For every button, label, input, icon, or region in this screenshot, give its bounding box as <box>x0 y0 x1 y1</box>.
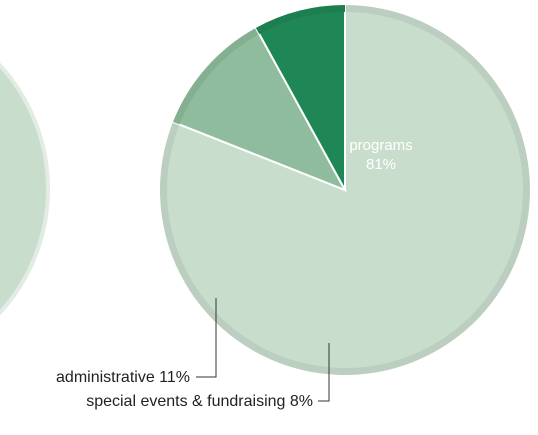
callout-administrative: administrative 11% <box>56 369 190 386</box>
partial-pie <box>0 62 50 316</box>
leader-line-special-events <box>318 343 330 402</box>
slice-label-programs-name: programs <box>349 137 412 154</box>
pie-slice-rim-administrative <box>172 27 260 125</box>
slice-label-programs-percent: 81% <box>366 156 396 173</box>
pie-slice-rim-special-events-fundraising <box>255 4 345 35</box>
main-pie <box>159 3 531 376</box>
leader-line-administrative <box>196 298 217 378</box>
callout-special-events: special events & fundraising 8% <box>86 393 313 410</box>
